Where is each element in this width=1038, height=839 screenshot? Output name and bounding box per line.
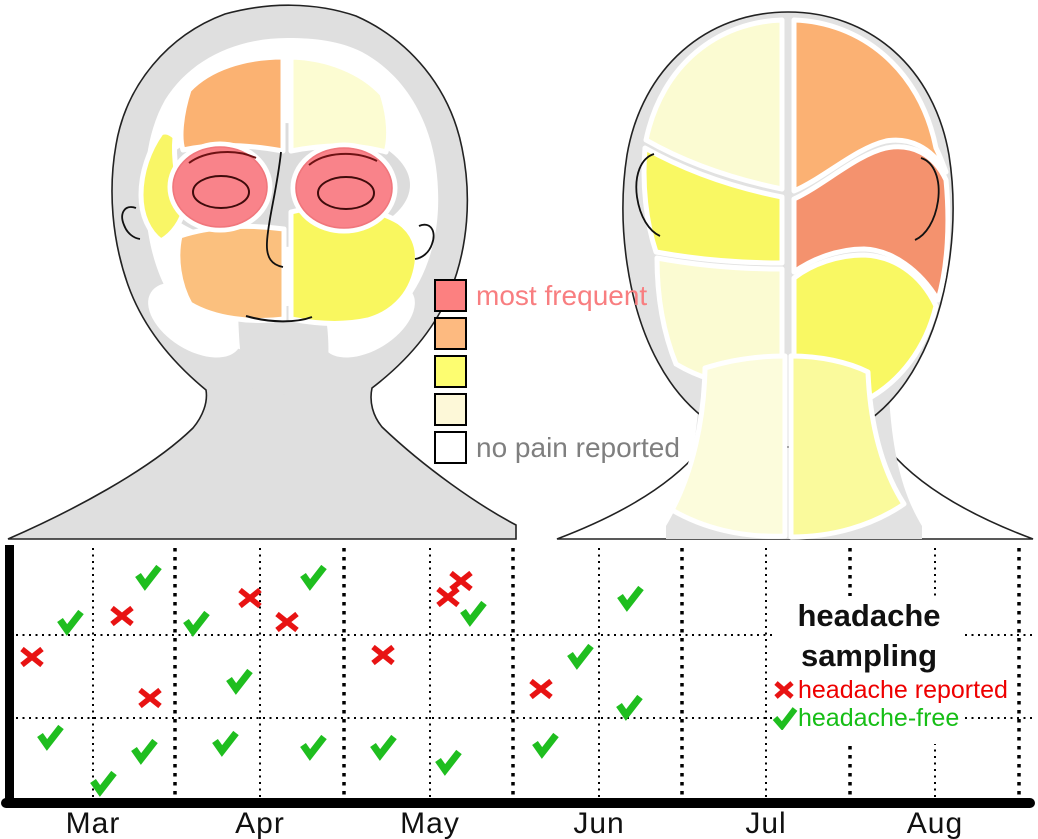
eyebrow-left-line	[188, 151, 257, 164]
mouth-line	[245, 315, 313, 323]
x-mark	[449, 570, 473, 592]
check-mark	[57, 609, 84, 636]
x-axis-label: Apr	[235, 807, 285, 839]
check-mark	[90, 770, 117, 797]
legend-entry-headache-free: headache-free	[766, 704, 1038, 732]
check-mark	[435, 749, 462, 776]
sampling-legend-title-line2: sampling	[800, 638, 938, 673]
check-mark	[532, 732, 559, 759]
severity-swatch-most-frequent	[434, 279, 467, 312]
severity-swatch-level-3	[434, 355, 467, 388]
check-mark	[300, 734, 327, 761]
region-occipital-right	[791, 144, 951, 303]
region-forehead-left	[178, 54, 286, 154]
x-mark	[436, 586, 460, 608]
severity-legend: most frequent no pain reported	[434, 279, 680, 469]
x-mark-icon	[774, 681, 794, 699]
severity-swatch-level-2	[434, 317, 467, 350]
eye-orbit-left-rim	[172, 146, 268, 228]
x-axis-label: Jun	[573, 807, 624, 839]
back-ear-left	[635, 153, 661, 237]
eye-left-outline	[192, 175, 250, 209]
severity-label: no pain reported	[476, 432, 680, 463]
check-mark	[183, 610, 210, 637]
chart-marks	[20, 564, 644, 797]
x-mark	[20, 646, 44, 668]
severity-legend-row	[434, 393, 680, 426]
severity-swatch-no-pain	[434, 431, 467, 464]
pain-map-front-view	[7, 4, 517, 540]
legend-entry-headache-reported: headache reported	[766, 676, 1038, 704]
check-mark	[370, 734, 397, 761]
x-axis-label: Jul	[745, 807, 786, 839]
x-mark	[275, 611, 299, 633]
eyebrow-right-line	[308, 152, 378, 166]
region-occipital-left	[641, 145, 785, 266]
severity-legend-row	[434, 355, 680, 388]
legend-entry-label: headache reported	[798, 676, 1008, 704]
region-crown-right	[791, 17, 949, 194]
region-crown-left	[643, 17, 785, 192]
x-axis-label: Aug	[907, 807, 963, 839]
x-axis-label: May	[400, 807, 460, 839]
front-ear-left	[121, 206, 141, 240]
severity-legend-row: most frequent	[434, 279, 680, 312]
back-ear-right	[914, 157, 940, 241]
check-mark	[131, 738, 158, 765]
check-mark-icon	[772, 707, 798, 730]
region-neck-right	[788, 353, 907, 540]
check-mark	[617, 585, 644, 612]
eye-orbit-right-rim	[295, 147, 393, 229]
severity-legend-row	[434, 317, 680, 350]
sampling-legend-background	[774, 596, 964, 744]
sampling-legend: headache sampling headache reported head…	[766, 596, 1038, 744]
x-mark	[110, 605, 134, 627]
severity-label: most frequent	[476, 280, 648, 311]
check-mark	[37, 724, 64, 751]
x-mark	[371, 644, 395, 666]
x-mark	[138, 687, 162, 709]
check-mark	[567, 643, 594, 670]
severity-legend-row: no pain reported	[434, 431, 680, 464]
check-mark	[300, 564, 327, 591]
check-mark	[135, 564, 162, 591]
x-mark	[529, 678, 553, 700]
legend-entry-label: headache-free	[798, 704, 960, 732]
nose-line	[266, 151, 284, 268]
check-mark	[212, 730, 239, 757]
region-eye-orbit-right	[290, 142, 398, 234]
x-axis-label: Mar	[66, 807, 121, 839]
pain-map-back-view	[556, 11, 1034, 540]
check-mark	[616, 694, 643, 721]
check-mark	[460, 600, 487, 627]
severity-swatch-level-4	[434, 393, 467, 426]
front-ear-right	[414, 223, 435, 260]
eye-right-outline	[317, 176, 375, 210]
region-eye-orbit-left	[167, 141, 273, 233]
x-axis-labels: Mar Apr May Jun Jul Aug	[66, 807, 963, 839]
chart-gridlines	[16, 548, 1034, 798]
sampling-legend-title-line1: headache	[797, 598, 941, 633]
check-mark	[226, 668, 253, 695]
region-temple-left	[138, 129, 188, 244]
x-mark	[238, 587, 262, 609]
region-neck-left	[669, 353, 788, 539]
pain-map-figures	[7, 4, 1034, 540]
